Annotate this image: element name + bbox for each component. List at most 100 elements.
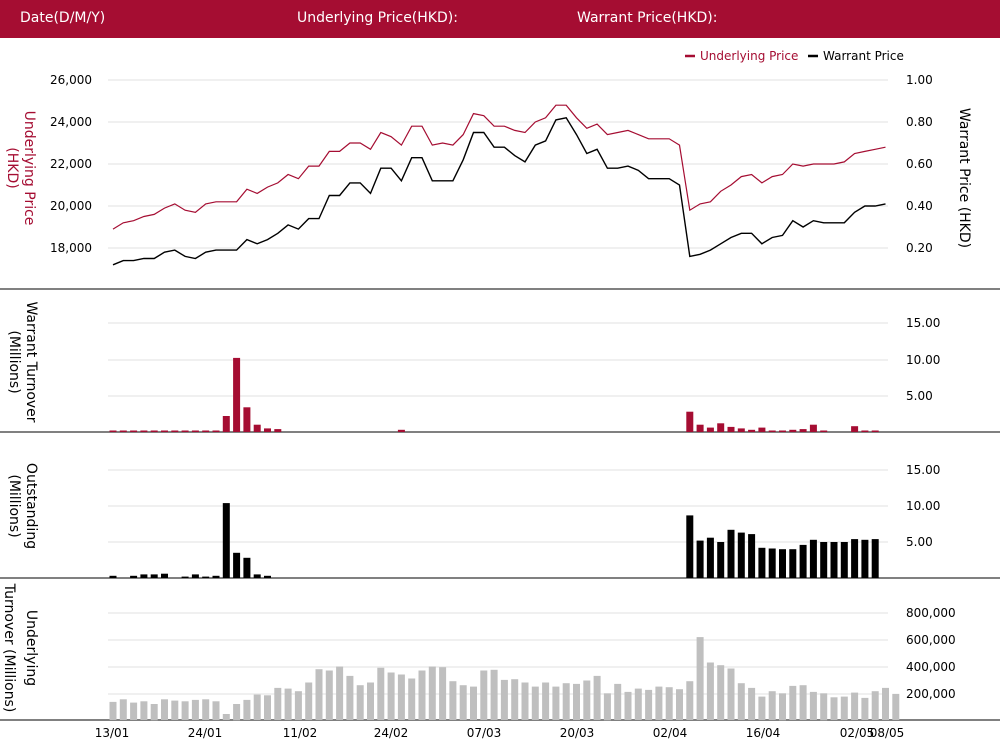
underlying-turnover-bar	[387, 672, 395, 720]
warrant-turnover-bar	[274, 429, 282, 432]
underlying-turnover-bar	[428, 666, 436, 720]
underlying-turnover-bar	[686, 681, 694, 720]
underlying-turnover-bar	[367, 682, 374, 720]
underlying-turnover-bar	[789, 685, 797, 720]
outstanding-bar	[130, 575, 138, 578]
warrant-turnover-bar	[264, 428, 271, 432]
outstanding-tick-label: 5.00	[906, 535, 933, 549]
underlying-turnover-bar	[181, 701, 189, 720]
underlying-price-line	[112, 104, 886, 230]
date-label: Date(D/M/Y)	[20, 10, 106, 26]
warrant-turnover-bar	[789, 429, 797, 432]
underlying-turnover-bar	[521, 682, 529, 720]
outstanding-bar	[840, 542, 848, 578]
warrant-price-line	[112, 117, 886, 266]
warrant-turnover-bar	[706, 427, 714, 432]
warrant-turnover-bar	[717, 423, 725, 432]
underlying-turnover-bar	[717, 665, 725, 720]
outstanding-bar	[717, 542, 725, 578]
outstanding-bar	[768, 548, 776, 578]
price-left-tick-label: 22,000	[50, 157, 92, 171]
price-left-tick-label: 24,000	[50, 115, 92, 129]
warrant-turnover-bar	[233, 357, 241, 432]
underlying-turnover-bar	[676, 689, 683, 720]
warrant-turnover-bar	[758, 427, 766, 432]
underlying-turnover-bar	[634, 688, 642, 720]
warrant-turnover-tick-label: 5.00	[906, 389, 933, 403]
underlying-turnover-bar	[542, 682, 550, 720]
warrant-turnover-axis-title-line2: (Millions)	[6, 330, 22, 393]
underlying-turnover-bar	[727, 668, 735, 720]
underlying-turnover-bar	[253, 694, 261, 720]
outstanding-bar	[696, 540, 704, 578]
underlying-turnover-tick-label: 600,000	[906, 633, 956, 647]
underlying-turnover-bar	[748, 687, 756, 720]
underlying-turnover-bar	[768, 691, 776, 720]
outstanding-tick-label: 10.00	[906, 499, 940, 513]
x-tick-label: 24/02	[374, 726, 409, 740]
underlying-price-axis-title-line1: Underlying Price	[21, 111, 37, 226]
underlying-turnover-bar	[840, 696, 848, 720]
price-left-tick-label: 26,000	[50, 73, 92, 87]
underlying-turnover-bar	[573, 683, 580, 720]
warrant-turnover-bar	[686, 411, 694, 432]
underlying-turnover-bar	[624, 691, 632, 720]
underlying-turnover-axis-title-line2: Turnover (Millions)	[1, 583, 17, 713]
outstanding-bar	[686, 515, 694, 578]
underlying-turnover-bar	[758, 696, 766, 720]
underlying-turnover-bar	[799, 685, 807, 720]
underlying-turnover-bar	[490, 669, 498, 720]
underlying-turnover-bar	[274, 687, 282, 720]
outstanding-bar	[109, 575, 117, 578]
price-right-tick-label: 1.00	[906, 73, 933, 87]
outstanding-bar	[233, 552, 241, 578]
outstanding-bar	[779, 549, 786, 578]
warrant-turnover-bar	[768, 430, 776, 432]
underlying-turnover-bar	[861, 697, 869, 720]
warrant-turnover-bar	[202, 430, 210, 432]
underlying-turnover-bar	[202, 699, 210, 720]
underlying-turnover-bar	[449, 681, 457, 720]
underlying-turnover-bar	[480, 670, 488, 720]
underlying-turnover-bar	[408, 678, 416, 720]
x-tick-label: 13/01	[95, 726, 130, 740]
outstanding-bar	[706, 537, 714, 578]
underlying-turnover-bar	[264, 695, 271, 720]
underlying-turnover-bar	[130, 702, 138, 720]
warrant-turnover-bar	[748, 429, 756, 432]
warrant-turnover-bar	[191, 430, 199, 432]
warrant-price-axis-title: Warrant Price (HKD)	[956, 108, 972, 248]
underlying-turnover-bar	[851, 692, 859, 720]
outstanding-bar	[727, 529, 735, 578]
underlying-turnover-bar	[171, 700, 179, 720]
underlying-turnover-axis-title-line1: Underlying	[23, 610, 39, 686]
outstanding-bar	[161, 573, 168, 578]
x-tick-label: 02/05	[840, 726, 875, 740]
underlying-turnover-bar	[882, 687, 889, 720]
underlying-turnover-bar	[418, 670, 426, 720]
bar-series	[109, 357, 900, 721]
underlying-turnover-bar	[696, 637, 704, 720]
warrant-turnover-bar	[243, 407, 251, 432]
underlying-turnover-bar	[161, 699, 168, 720]
underlying-turnover-bar	[459, 685, 467, 720]
outstanding-bar	[789, 549, 797, 578]
legend-warrant-label: Warrant Price	[823, 49, 904, 63]
outstanding-bar	[871, 539, 879, 578]
outstanding-bar	[830, 542, 838, 578]
warrant-price-label: Warrant Price(HKD):	[577, 10, 718, 26]
underlying-turnover-bar	[212, 701, 220, 720]
outstanding-bar	[748, 534, 756, 578]
underlying-turnover-bar	[500, 679, 508, 720]
underlying-turnover-bar	[871, 691, 879, 720]
underlying-turnover-bar	[603, 693, 611, 721]
outstanding-bar	[851, 539, 859, 578]
warrant-turnover-bar	[161, 430, 168, 432]
outstanding-bar	[264, 575, 271, 578]
warrant-turnover-bar	[181, 430, 189, 432]
x-tick-label: 20/03	[560, 726, 595, 740]
underlying-turnover-bar	[655, 686, 663, 720]
underlying-turnover-bar	[531, 686, 539, 720]
underlying-turnover-bar	[614, 683, 622, 720]
underlying-turnover-bar	[706, 662, 714, 720]
